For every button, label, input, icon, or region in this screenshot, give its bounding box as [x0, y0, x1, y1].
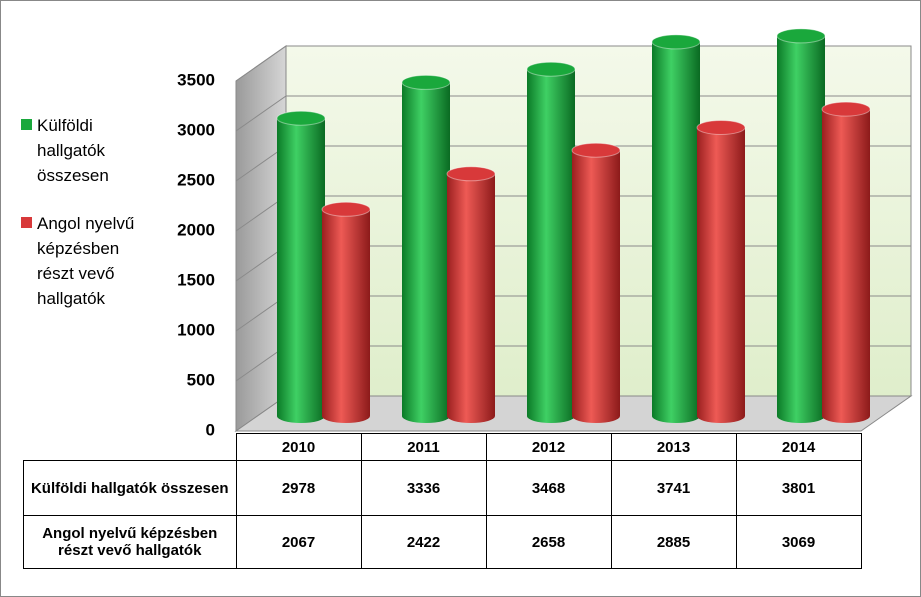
row-header: Külföldi hallgatók összesen — [23, 460, 237, 516]
grid-line — [235, 45, 911, 82]
bar-top — [571, 142, 621, 158]
y-tick-label: 3500 — [177, 70, 215, 89]
bar-bottom — [402, 409, 450, 423]
legend-label: Külföldi hallgatók összesen — [37, 116, 109, 185]
y-tick-label: 1000 — [177, 320, 215, 339]
table-value: 2067 — [235, 515, 362, 569]
column-header: 2013 — [610, 433, 737, 461]
y-tick-label: 1500 — [177, 270, 215, 289]
bar — [777, 35, 825, 417]
y-tick-label: 2000 — [177, 220, 215, 239]
table-value: 3801 — [735, 460, 862, 516]
corner — [24, 434, 237, 461]
column-header: 2011 — [360, 433, 487, 461]
bar — [822, 109, 870, 416]
bar — [402, 82, 450, 417]
bar — [527, 69, 575, 416]
bar — [572, 150, 620, 416]
bar-bottom — [777, 409, 825, 423]
legend-label: Angol nyelvű képzésben részt vevő hallga… — [37, 214, 135, 308]
table-value: 3336 — [360, 460, 487, 516]
bar-top — [276, 110, 326, 126]
bar-bottom — [697, 409, 745, 423]
bar-top — [651, 34, 701, 50]
y-tick-label: 3000 — [177, 120, 215, 139]
bar-top — [821, 101, 871, 117]
table-value: 3069 — [735, 515, 862, 569]
bar-bottom — [447, 409, 495, 423]
bar-bottom — [277, 409, 325, 423]
bar — [447, 173, 495, 416]
grid-line — [235, 95, 911, 132]
table-value: 2885 — [610, 515, 737, 569]
legend-item: Külföldi hallgatók összesen — [21, 113, 155, 188]
data-table: 2010 2011 2012 2013 2014 Külföldi hallgatók ö… — [23, 433, 862, 569]
table-value: 3468 — [485, 460, 612, 516]
y-tick-label: 2500 — [177, 170, 215, 189]
legend-marker — [21, 217, 32, 228]
y-tick-label: 500 — [187, 370, 215, 389]
bar-top — [776, 28, 826, 44]
bar — [277, 118, 325, 416]
bar-top — [696, 120, 746, 135]
bar-top — [446, 166, 496, 182]
legend-item: Angol nyelvű képzésben részt vevő hallga… — [21, 211, 155, 311]
bar-top — [401, 74, 451, 90]
column-header: 2012 — [485, 433, 612, 461]
column-header: 2014 — [735, 433, 862, 461]
bar-bottom — [572, 409, 620, 423]
legend-marker — [21, 119, 32, 130]
table-value: 2978 — [235, 460, 362, 516]
row-header: Angol nyelvű képzésben részt vevő hallga… — [23, 515, 237, 569]
table-value: 2422 — [360, 515, 487, 569]
bar-bottom — [822, 409, 870, 423]
bar-top — [321, 201, 371, 217]
column-header: 2010 — [235, 433, 362, 461]
y-tick-label: 0 — [206, 420, 215, 439]
bar — [652, 41, 700, 417]
bar-top — [526, 61, 576, 77]
table-value: 2658 — [485, 515, 612, 569]
bar-bottom — [322, 409, 370, 423]
bar-bottom — [652, 409, 700, 423]
bar — [697, 127, 745, 416]
bar — [322, 209, 370, 416]
table-value: 3741 — [610, 460, 737, 516]
bar-bottom — [527, 409, 575, 423]
